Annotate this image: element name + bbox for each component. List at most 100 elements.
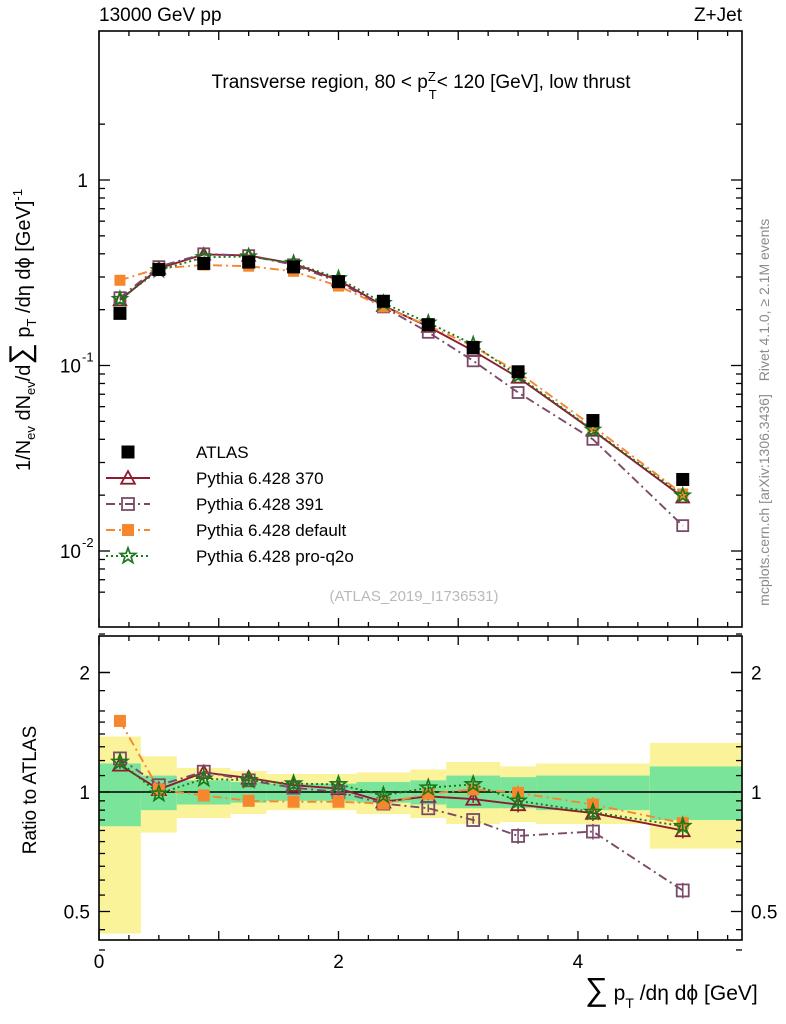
ratio-ytick-label-left: 0.5 bbox=[64, 903, 90, 924]
marker-filled-square bbox=[287, 260, 301, 274]
legend-item[interactable]: Pythia 6.428 default bbox=[106, 521, 347, 540]
ratio-ytick-label-right: 1 bbox=[751, 783, 762, 804]
ratio-panel-frame bbox=[98, 635, 743, 941]
marker-filled-square bbox=[511, 365, 525, 379]
marker-open-star bbox=[672, 815, 693, 835]
series-pythia-6-428-default bbox=[114, 259, 689, 500]
series-line bbox=[119, 264, 684, 495]
marker-filled-square bbox=[676, 472, 690, 486]
marker-open-star bbox=[507, 790, 529, 810]
marker-filled-square bbox=[586, 414, 600, 428]
legend-label: Pythia 6.428 pro-q2o bbox=[196, 547, 354, 566]
marker-filled-square bbox=[122, 524, 134, 536]
main-ytick-label: 10 -2 bbox=[60, 535, 94, 563]
legend: ATLAS Pythia 6.428 370 Pythia 6.428 391 Pyt… bbox=[106, 443, 354, 566]
marker-open-square bbox=[511, 386, 525, 399]
marker-filled-square bbox=[152, 263, 166, 277]
marker-open-triangle bbox=[464, 790, 482, 806]
ratio-panel-series bbox=[109, 714, 693, 899]
marker-open-star bbox=[463, 773, 484, 794]
marker-open-square bbox=[466, 354, 480, 368]
marker-open-square bbox=[586, 824, 600, 839]
marker-open-star bbox=[283, 772, 304, 793]
series-line bbox=[119, 253, 684, 498]
main-ytick-label: 10 -1 bbox=[60, 350, 94, 378]
marker-open-square bbox=[466, 813, 481, 827]
marker-open-star bbox=[148, 783, 169, 803]
legend-label: Pythia 6.428 391 bbox=[196, 495, 324, 514]
legend-item[interactable]: Pythia 6.428 pro-q2o bbox=[106, 545, 354, 566]
main-ytick-label: 1 bbox=[77, 171, 88, 192]
ratio-ytick-label-right: 2 bbox=[751, 664, 762, 685]
legend-item[interactable]: Pythia 6.428 370 bbox=[106, 469, 324, 488]
marker-open-star bbox=[582, 801, 604, 821]
marker-open-star bbox=[109, 751, 131, 771]
marker-filled-square bbox=[197, 256, 211, 270]
band-inner bbox=[649, 766, 742, 821]
plot-title: Transverse region, 80 < pZ T< 120 [GeV], … bbox=[211, 69, 631, 102]
legend-label: ATLAS bbox=[196, 443, 249, 462]
marker-open-star bbox=[117, 545, 139, 565]
main-ytick-base: 10 bbox=[60, 542, 81, 563]
marker-open-square bbox=[676, 519, 690, 533]
main-ytick-exp: -1 bbox=[82, 350, 94, 365]
marker-open-star bbox=[238, 769, 259, 789]
legend-label: Pythia 6.428 default bbox=[196, 521, 347, 540]
plot-title-text: Transverse region, 80 < pZ T< 120 [GeV], … bbox=[211, 69, 631, 102]
side-label-mcplots: mcplots.cern.ch [arXiv:1306.3436] bbox=[756, 394, 772, 606]
x-tick-label: 4 bbox=[573, 952, 584, 973]
main-ylabel: 1/Nev dNev/d∑ pT /dη dϕ [GeV]-1 bbox=[4, 189, 39, 471]
marker-filled-square bbox=[114, 274, 126, 286]
marker-filled-square bbox=[677, 488, 689, 500]
ratio-pythia-6-428-pro-q2o bbox=[109, 751, 693, 835]
x-tick-label: 2 bbox=[333, 952, 344, 973]
main-ytick-base: 10 bbox=[60, 357, 81, 378]
marker-filled-square bbox=[121, 445, 135, 459]
main-ytick-exp: -2 bbox=[82, 535, 94, 550]
series-atlas bbox=[113, 255, 690, 486]
marker-open-star bbox=[583, 419, 603, 438]
ratio-ytick-label-right: 0.5 bbox=[751, 903, 777, 924]
marker-open-star bbox=[110, 289, 130, 308]
legend-item[interactable]: Pythia 6.428 391 bbox=[106, 495, 324, 514]
ratio-line bbox=[119, 764, 683, 832]
series-pythia-6-428-pro-q2o bbox=[110, 246, 693, 504]
header-right-label: Z+Jet bbox=[694, 5, 743, 26]
series-pythia-6-428-391 bbox=[113, 247, 690, 533]
main-panel-series bbox=[110, 246, 693, 533]
marker-filled-square bbox=[152, 783, 165, 796]
marker-open-triangle bbox=[119, 469, 137, 485]
marker-filled-square bbox=[113, 306, 127, 320]
marker-open-square bbox=[121, 497, 135, 511]
xlabel: ∑ pT /dη dϕ [GeV] bbox=[585, 971, 758, 1011]
band-inner bbox=[99, 763, 141, 827]
marker-filled-square bbox=[242, 794, 255, 807]
marker-filled-square bbox=[242, 255, 256, 269]
marker-filled-square bbox=[421, 318, 435, 332]
marker-filled-square bbox=[331, 275, 345, 289]
ratio-uncertainty-bands bbox=[99, 736, 742, 934]
ratio-ytick-label-left: 2 bbox=[79, 664, 90, 685]
ratio-line bbox=[119, 761, 683, 828]
tick-labels: 10-110-2 bbox=[60, 350, 94, 564]
legend-item[interactable]: ATLAS bbox=[121, 443, 249, 462]
ratio-line bbox=[119, 757, 684, 892]
marker-filled-square bbox=[332, 795, 345, 808]
header-left-label: 13000 GeV pp bbox=[99, 5, 222, 26]
marker-open-star bbox=[418, 777, 439, 797]
marker-open-star bbox=[193, 768, 214, 788]
marker-filled-square bbox=[287, 795, 300, 808]
marker-open-square bbox=[511, 829, 525, 843]
marker-open-square bbox=[675, 883, 690, 898]
ratio-line bbox=[119, 720, 683, 825]
side-label-rivet: Rivet 4.1.0, ≥ 2.1M events bbox=[756, 219, 772, 382]
ratio-ytick-label-left: 1 bbox=[79, 783, 90, 804]
marker-open-star bbox=[328, 773, 349, 794]
marker-filled-square bbox=[466, 341, 480, 355]
marker-filled-square bbox=[113, 714, 126, 727]
series-pythia-6-428-370 bbox=[112, 246, 691, 504]
axes bbox=[98, 30, 743, 951]
marker-open-square bbox=[421, 801, 436, 816]
